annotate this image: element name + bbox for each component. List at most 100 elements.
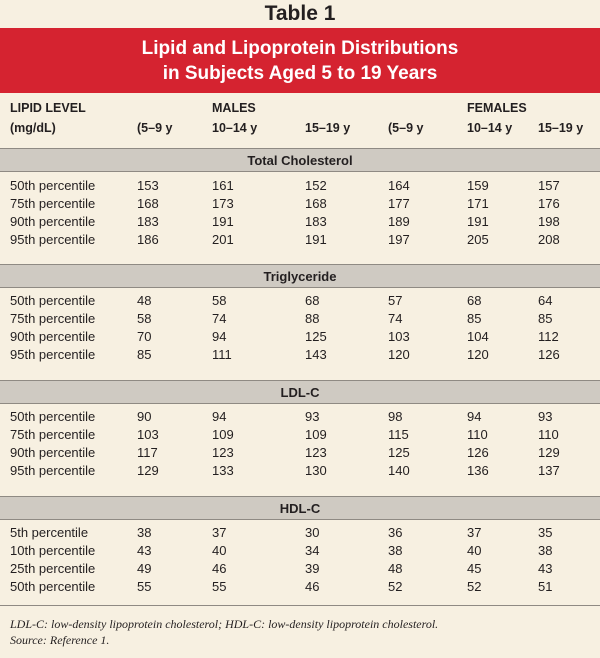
- table-cell: 55: [212, 579, 227, 594]
- table-row: 95th percentile 186 201 191 197 205 208: [0, 231, 600, 249]
- table-cell: 68: [305, 293, 320, 308]
- table-cell: 74: [212, 311, 227, 326]
- footnote-source: Source: Reference 1.: [10, 633, 110, 647]
- table-cell: 37: [467, 525, 482, 540]
- table-row: 50th percentile 90 94 93 98 94 93: [0, 408, 600, 426]
- row-label: 50th percentile: [10, 293, 96, 308]
- row-label: 95th percentile: [10, 232, 96, 247]
- table-cell: 191: [212, 214, 234, 229]
- section-header-triglyceride: Triglyceride: [0, 264, 600, 288]
- table-cell: 198: [538, 214, 560, 229]
- table-cell: 191: [467, 214, 489, 229]
- row-label: 50th percentile: [10, 178, 96, 193]
- table-cell: 109: [212, 427, 234, 442]
- header-females-10-14: 10–14 y: [467, 121, 513, 135]
- table-cell: 109: [305, 427, 327, 442]
- table-cell: 159: [467, 178, 489, 193]
- table-cell: 157: [538, 178, 560, 193]
- table-cell: 74: [388, 311, 403, 326]
- table-cell: 208: [538, 232, 560, 247]
- table-cell: 120: [388, 347, 410, 362]
- table-row: 50th percentile 153 161 152 164 159 157: [0, 177, 600, 195]
- footnote-abbreviations: LDL-C: low-density lipoprotein cholester…: [10, 617, 439, 631]
- title-line-2: in Subjects Aged 5 to 19 Years: [162, 63, 438, 84]
- table-cell: 85: [538, 311, 553, 326]
- table-cell: 126: [538, 347, 560, 362]
- table-cell: 110: [467, 427, 488, 442]
- title-line-1: Lipid and Lipoprotein Distributions: [141, 38, 459, 59]
- table-title: Lipid and Lipoprotein Distributions in S…: [0, 28, 600, 93]
- header-males: MALES: [212, 101, 256, 115]
- table-cell: 197: [388, 232, 410, 247]
- table-cell: 103: [388, 329, 410, 344]
- table-cell: 205: [467, 232, 489, 247]
- table-cell: 85: [467, 311, 482, 326]
- table-cell: 168: [305, 196, 327, 211]
- footer-divider: [0, 605, 600, 606]
- table-cell: 40: [467, 543, 482, 558]
- table-cell: 52: [467, 579, 482, 594]
- table-cell: 110: [538, 427, 559, 442]
- header-females: FEMALES: [467, 101, 527, 115]
- table-cell: 176: [538, 196, 560, 211]
- table-cell: 40: [212, 543, 227, 558]
- row-label: 75th percentile: [10, 196, 96, 211]
- header-females-15-19: 15–19 y: [538, 121, 584, 135]
- header-males-15-19: 15–19 y: [305, 121, 351, 135]
- table-cell: 64: [538, 293, 553, 308]
- table-cell: 117: [137, 445, 158, 460]
- table-cell: 120: [467, 347, 489, 362]
- row-label: 50th percentile: [10, 409, 96, 424]
- table-row: 95th percentile 129 133 130 140 136 137: [0, 462, 600, 480]
- table-cell: 183: [137, 214, 159, 229]
- row-label: 50th percentile: [10, 579, 96, 594]
- table-cell: 125: [388, 445, 410, 460]
- table-cell: 94: [467, 409, 482, 424]
- header-females-5-9: (5–9 y: [388, 121, 424, 135]
- header-lipid-level: LIPID LEVEL: [10, 101, 86, 115]
- row-label: 25th percentile: [10, 561, 96, 576]
- row-label: 75th percentile: [10, 427, 96, 442]
- table-cell: 37: [212, 525, 227, 540]
- table-cell: 104: [467, 329, 489, 344]
- table-cell: 85: [137, 347, 152, 362]
- table-cell: 68: [467, 293, 482, 308]
- row-label: 95th percentile: [10, 463, 96, 478]
- table-cell: 48: [137, 293, 152, 308]
- table-cell: 70: [137, 329, 152, 344]
- table-cell: 49: [137, 561, 152, 576]
- table-cell: 94: [212, 329, 227, 344]
- table-cell: 46: [212, 561, 227, 576]
- table-cell: 171: [467, 196, 489, 211]
- table-row: 90th percentile 183 191 183 189 191 198: [0, 213, 600, 231]
- row-label: 90th percentile: [10, 214, 96, 229]
- table-cell: 98: [388, 409, 403, 424]
- table-cell: 58: [212, 293, 227, 308]
- table-row: 90th percentile 70 94 125 103 104 112: [0, 328, 600, 346]
- table-cell: 52: [388, 579, 403, 594]
- header-males-5-9: (5–9 y: [137, 121, 173, 135]
- table-cell: 130: [305, 463, 327, 478]
- table-cell: 177: [388, 196, 410, 211]
- table-cell: 191: [305, 232, 327, 247]
- table-cell: 153: [137, 178, 159, 193]
- table-cell: 186: [137, 232, 159, 247]
- table-row: 75th percentile 103 109 109 115 110 110: [0, 426, 600, 444]
- table-row: 5th percentile 38 37 30 36 37 35: [0, 524, 600, 542]
- table-cell: 94: [212, 409, 227, 424]
- table-cell: 88: [305, 311, 320, 326]
- table-cell: 39: [305, 561, 320, 576]
- table-cell: 103: [137, 427, 159, 442]
- table-cell: 34: [305, 543, 320, 558]
- table-cell: 93: [538, 409, 553, 424]
- table-cell: 90: [137, 409, 152, 424]
- table-cell: 35: [538, 525, 553, 540]
- header-units: (mg/dL): [10, 121, 56, 135]
- table-cell: 46: [305, 579, 320, 594]
- section-header-ldl-c: LDL-C: [0, 380, 600, 404]
- table-cell: 58: [137, 311, 152, 326]
- row-label: 75th percentile: [10, 311, 96, 326]
- table-cell: 115: [388, 427, 409, 442]
- table-cell: 136: [467, 463, 489, 478]
- header-males-10-14: 10–14 y: [212, 121, 258, 135]
